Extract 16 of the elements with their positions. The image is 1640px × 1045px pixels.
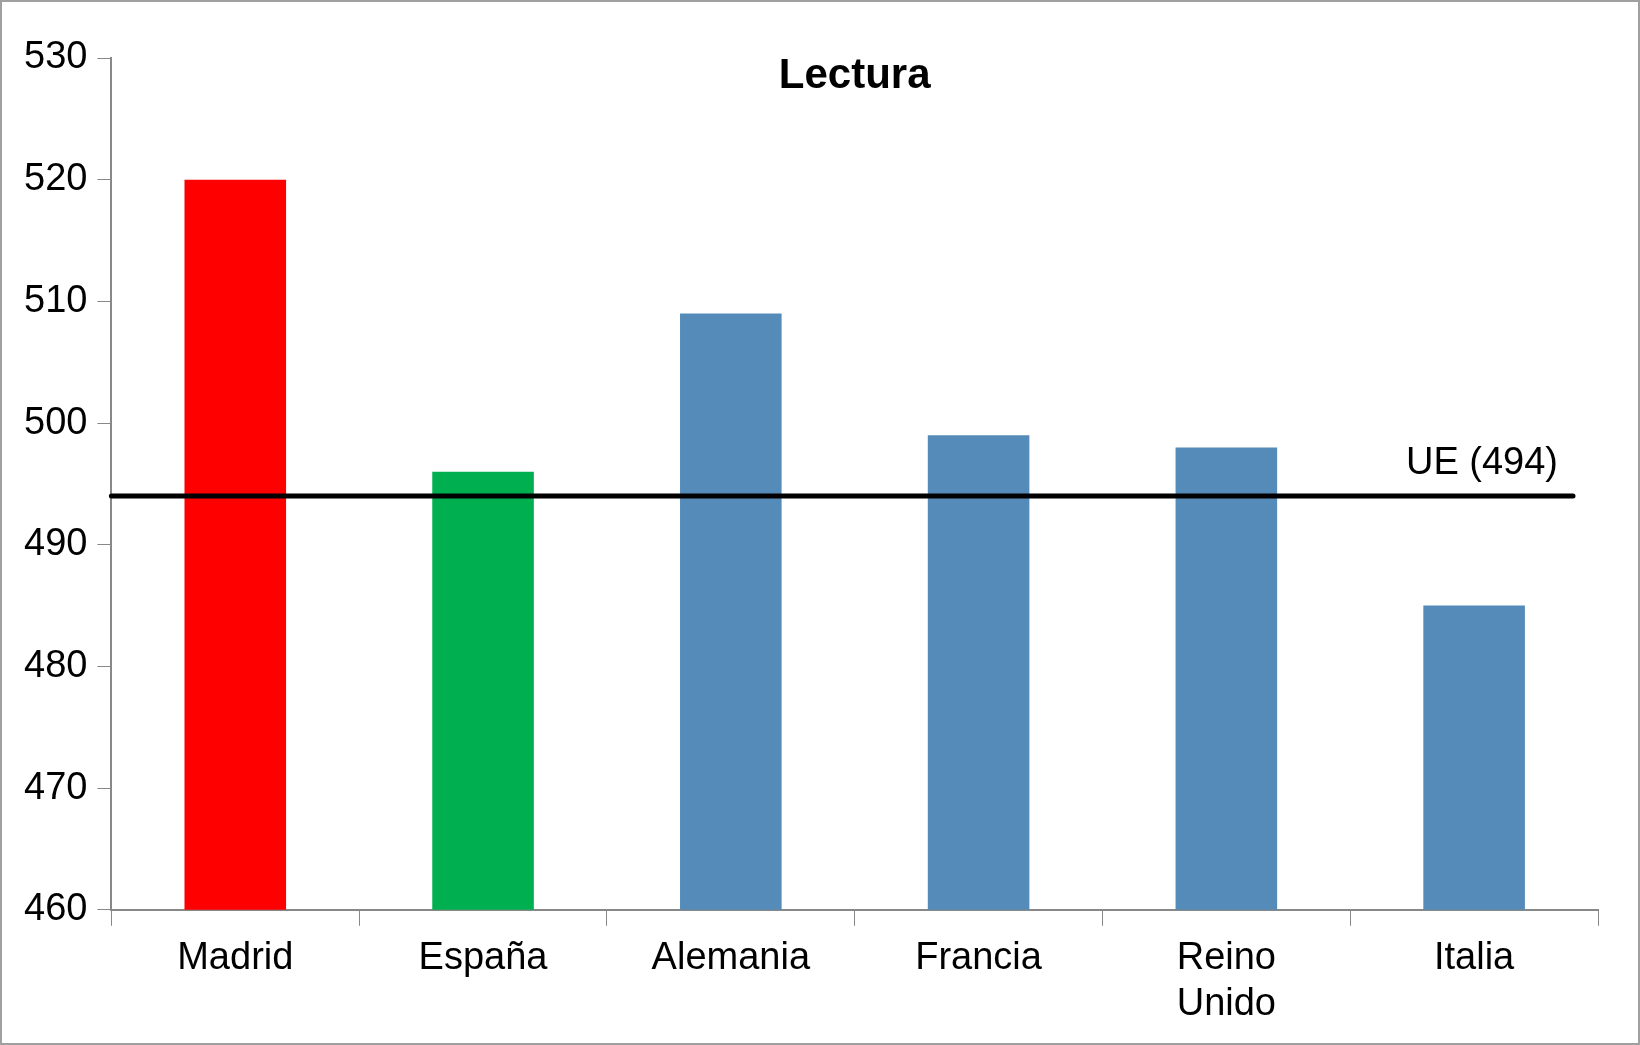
chart-title: Lectura	[778, 49, 932, 97]
x-tick-label: Madrid	[177, 935, 294, 978]
y-tick-label: 530	[24, 34, 88, 77]
y-tick-label: 460	[24, 886, 88, 929]
y-tick-label: 480	[24, 642, 88, 685]
y-tick-label: 510	[24, 277, 88, 320]
y-tick-label: 500	[24, 399, 88, 442]
y-tick-label: 470	[24, 764, 88, 807]
y-tick-label: 490	[24, 521, 88, 564]
ref-line-label: UE (494)	[1405, 439, 1558, 482]
y-tick-label: 520	[24, 156, 88, 199]
x-tick-label: Reino Unido	[1176, 935, 1276, 1023]
x-tick-label: Italia	[1433, 935, 1516, 978]
x-tick-label: España	[418, 935, 549, 978]
x-tick-label: Francia	[915, 935, 1043, 978]
x-tick-label: Alemania	[651, 935, 811, 978]
